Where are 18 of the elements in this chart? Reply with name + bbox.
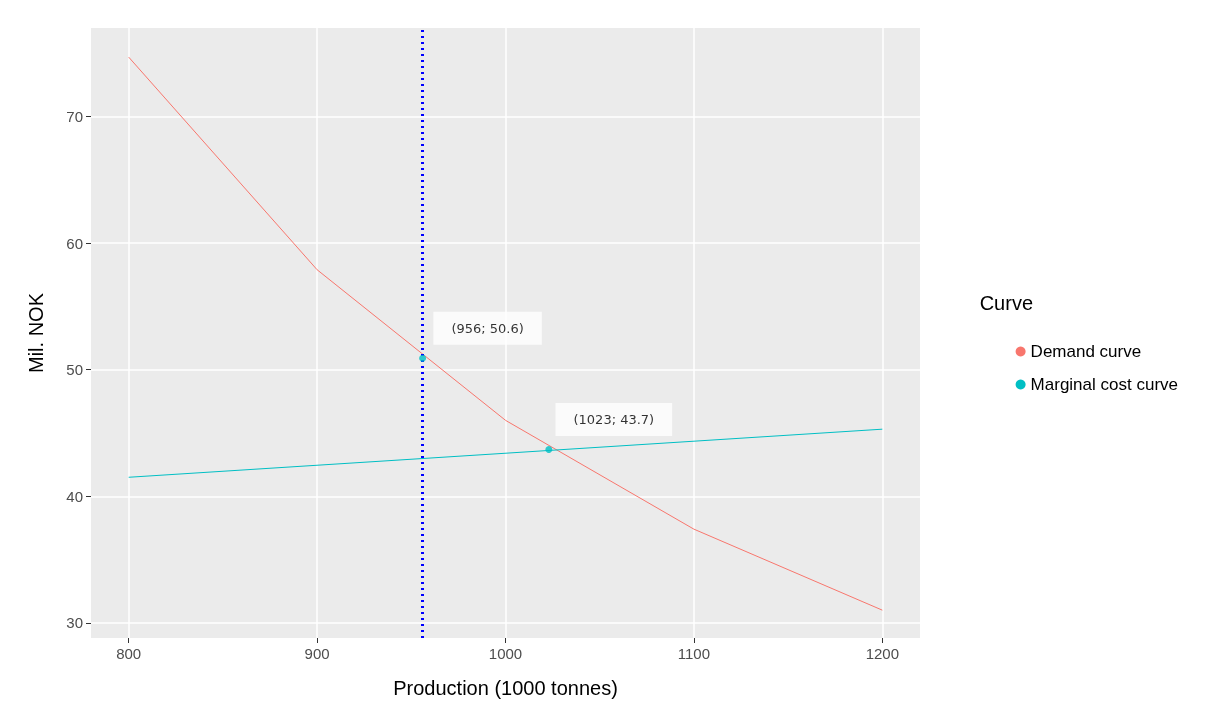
line-series	[128, 56, 883, 611]
y-axis-title: Mil. NOK	[25, 292, 47, 373]
y-tick-label: 40	[66, 487, 83, 505]
y-tick-label: 70	[66, 108, 83, 126]
x-tick-label: 1000	[488, 645, 523, 662]
annotation: (1023; 43.7)	[573, 411, 655, 427]
x-tick-label: 800	[116, 645, 142, 662]
y-tick-label: 50	[66, 361, 83, 379]
legend-title: Curve	[979, 292, 1034, 314]
x-tick-label: 900	[304, 645, 330, 662]
x-tick-label: 1200	[865, 645, 900, 662]
legend-label: Demand curve	[1030, 342, 1142, 361]
x-axis-title: Production (1000 tonnes)	[393, 677, 618, 699]
legend-label: Marginal cost curve	[1030, 375, 1178, 394]
annotation: (956; 50.6)	[451, 320, 524, 336]
y-tick-label: 60	[66, 234, 83, 252]
x-tick-label: 1100	[677, 645, 711, 662]
y-tick-label: 30	[66, 614, 83, 632]
